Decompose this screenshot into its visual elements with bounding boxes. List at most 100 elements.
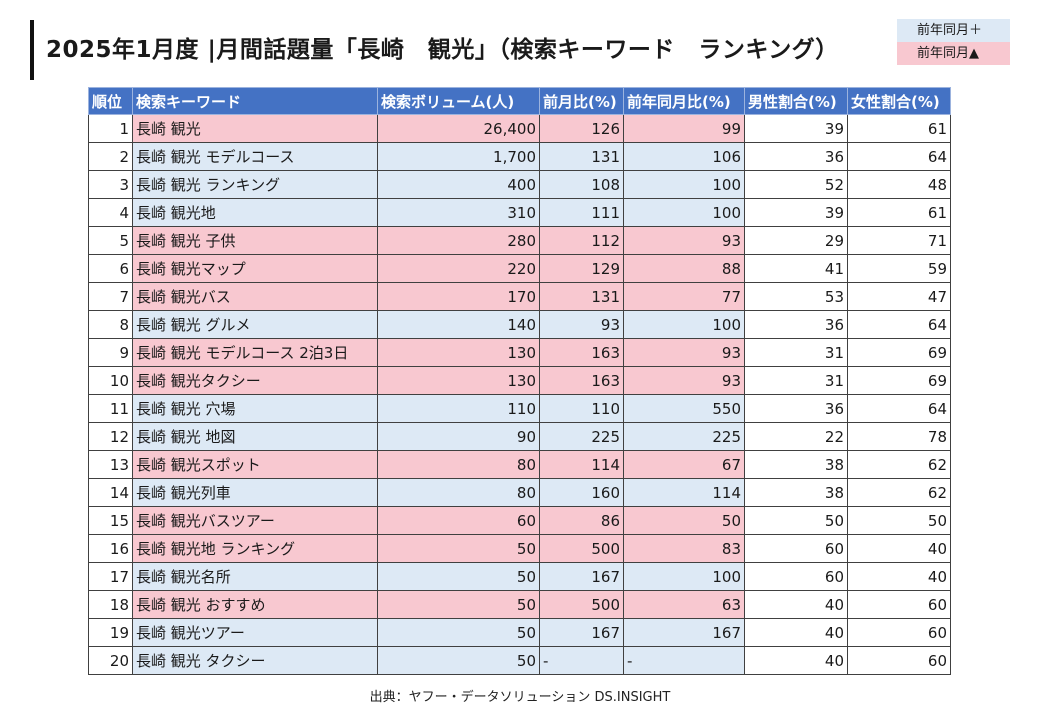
mom-cell: 500 — [539, 590, 624, 619]
mom-cell: - — [539, 646, 624, 675]
legend-increase: 前年同月＋ — [897, 19, 1010, 42]
rank-cell: 19 — [88, 618, 133, 647]
volume-cell: 80 — [377, 478, 540, 507]
rank-cell: 6 — [88, 254, 133, 283]
table-row: 20 長崎 観光 タクシー 50- -40 60 — [88, 646, 951, 675]
mom-cell: 225 — [539, 422, 624, 451]
mom-cell: 131 — [539, 282, 624, 311]
table-row: 14 長崎 観光列車 80 160 114 38 62 — [88, 478, 951, 507]
volume-cell: 130 — [377, 338, 540, 367]
female-ratio-cell: 71 — [847, 226, 951, 255]
male-ratio-cell: 31 — [744, 338, 848, 367]
header-yoy: 前年同月比(%) — [623, 87, 745, 115]
male-ratio-cell: 39 — [744, 114, 848, 143]
male-ratio-cell: 40 — [744, 618, 848, 647]
male-ratio-cell: 40 — [744, 590, 848, 619]
yoy-cell: 88 — [623, 254, 745, 283]
table-row: 12 長崎 観光 地図 90 225 225 22 78 — [88, 422, 951, 451]
volume-cell: 400 — [377, 170, 540, 199]
male-ratio-cell: 60 — [744, 562, 848, 591]
yoy-cell: 100 — [623, 310, 745, 339]
mom-cell: 167 — [539, 618, 624, 647]
volume-cell: 90 — [377, 422, 540, 451]
yoy-cell: 550 — [623, 394, 745, 423]
male-ratio-cell: 38 — [744, 478, 848, 507]
keyword-cell: 長崎 観光ツアー — [132, 618, 378, 647]
keyword-cell: 長崎 観光 グルメ — [132, 310, 378, 339]
keyword-ranking-table: 順位 検索キーワード 検索ボリューム(人) 前月比(%) 前年同月比(%) 男性… — [88, 87, 951, 675]
volume-cell: 50 — [377, 562, 540, 591]
keyword-cell: 長崎 観光バスツアー — [132, 506, 378, 535]
header-rank: 順位 — [88, 87, 133, 115]
keyword-cell: 長崎 観光 おすすめ — [132, 590, 378, 619]
yoy-cell: 93 — [623, 338, 745, 367]
table-row: 1 長崎 観光 26,400 126 99 39 61 — [88, 114, 951, 143]
table-row: 4 長崎 観光地 310 111 100 39 61 — [88, 198, 951, 227]
keyword-cell: 長崎 観光 モデルコース — [132, 142, 378, 171]
female-ratio-cell: 59 — [847, 254, 951, 283]
mom-cell: 93 — [539, 310, 624, 339]
yoy-cell: 99 — [623, 114, 745, 143]
female-ratio-cell: 40 — [847, 562, 951, 591]
table-row: 3 長崎 観光 ランキング 400 108 100 52 48 — [88, 170, 951, 199]
volume-cell: 50 — [377, 590, 540, 619]
yoy-cell: - — [623, 646, 745, 675]
mom-cell: 500 — [539, 534, 624, 563]
keyword-cell: 長崎 観光名所 — [132, 562, 378, 591]
keyword-cell: 長崎 観光列車 — [132, 478, 378, 507]
keyword-cell: 長崎 観光 タクシー — [132, 646, 378, 675]
volume-cell: 170 — [377, 282, 540, 311]
rank-cell: 7 — [88, 282, 133, 311]
table-row: 11 長崎 観光 穴場 110 110 550 36 64 — [88, 394, 951, 423]
male-ratio-cell: 50 — [744, 506, 848, 535]
rank-cell: 3 — [88, 170, 133, 199]
yoy-cell: 100 — [623, 562, 745, 591]
volume-cell: 50 — [377, 646, 540, 675]
mom-cell: 112 — [539, 226, 624, 255]
male-ratio-cell: 36 — [744, 310, 848, 339]
yoy-cell: 77 — [623, 282, 745, 311]
rank-cell: 11 — [88, 394, 133, 423]
yoy-cell: 100 — [623, 170, 745, 199]
female-ratio-cell: 60 — [847, 646, 951, 675]
table-row: 8 長崎 観光 グルメ 140 93 100 36 64 — [88, 310, 951, 339]
male-ratio-cell: 53 — [744, 282, 848, 311]
volume-cell: 26,400 — [377, 114, 540, 143]
table-row: 6 長崎 観光マップ 220 129 88 41 59 — [88, 254, 951, 283]
rank-cell: 2 — [88, 142, 133, 171]
table-row: 15 長崎 観光バスツアー 60 86 50 50 50 — [88, 506, 951, 535]
volume-cell: 280 — [377, 226, 540, 255]
rank-cell: 14 — [88, 478, 133, 507]
yoy-cell: 225 — [623, 422, 745, 451]
page-title: 2025年1月度 |月間話題量「長崎 観光」（検索キーワード ランキング） — [46, 37, 839, 63]
volume-cell: 50 — [377, 618, 540, 647]
rank-cell: 12 — [88, 422, 133, 451]
female-ratio-cell: 64 — [847, 142, 951, 171]
rank-cell: 18 — [88, 590, 133, 619]
rank-cell: 10 — [88, 366, 133, 395]
volume-cell: 50 — [377, 534, 540, 563]
volume-cell: 1,700 — [377, 142, 540, 171]
rank-cell: 8 — [88, 310, 133, 339]
legend-decrease: 前年同月▲ — [897, 42, 1010, 65]
female-ratio-cell: 40 — [847, 534, 951, 563]
yoy-cell: 167 — [623, 618, 745, 647]
mom-cell: 86 — [539, 506, 624, 535]
yoy-cell: 114 — [623, 478, 745, 507]
male-ratio-cell: 29 — [744, 226, 848, 255]
table-header-row: 順位 検索キーワード 検索ボリューム(人) 前月比(%) 前年同月比(%) 男性… — [88, 87, 951, 115]
rank-cell: 1 — [88, 114, 133, 143]
female-ratio-cell: 61 — [847, 114, 951, 143]
keyword-cell: 長崎 観光 — [132, 114, 378, 143]
rank-cell: 5 — [88, 226, 133, 255]
table-row: 7 長崎 観光バス 170 131 77 53 47 — [88, 282, 951, 311]
header-female: 女性割合(%) — [847, 87, 951, 115]
male-ratio-cell: 60 — [744, 534, 848, 563]
table-row: 5 長崎 観光 子供 280 112 93 29 71 — [88, 226, 951, 255]
male-ratio-cell: 22 — [744, 422, 848, 451]
volume-cell: 130 — [377, 366, 540, 395]
mom-cell: 163 — [539, 366, 624, 395]
female-ratio-cell: 64 — [847, 394, 951, 423]
male-ratio-cell: 52 — [744, 170, 848, 199]
header-mom: 前月比(%) — [539, 87, 624, 115]
